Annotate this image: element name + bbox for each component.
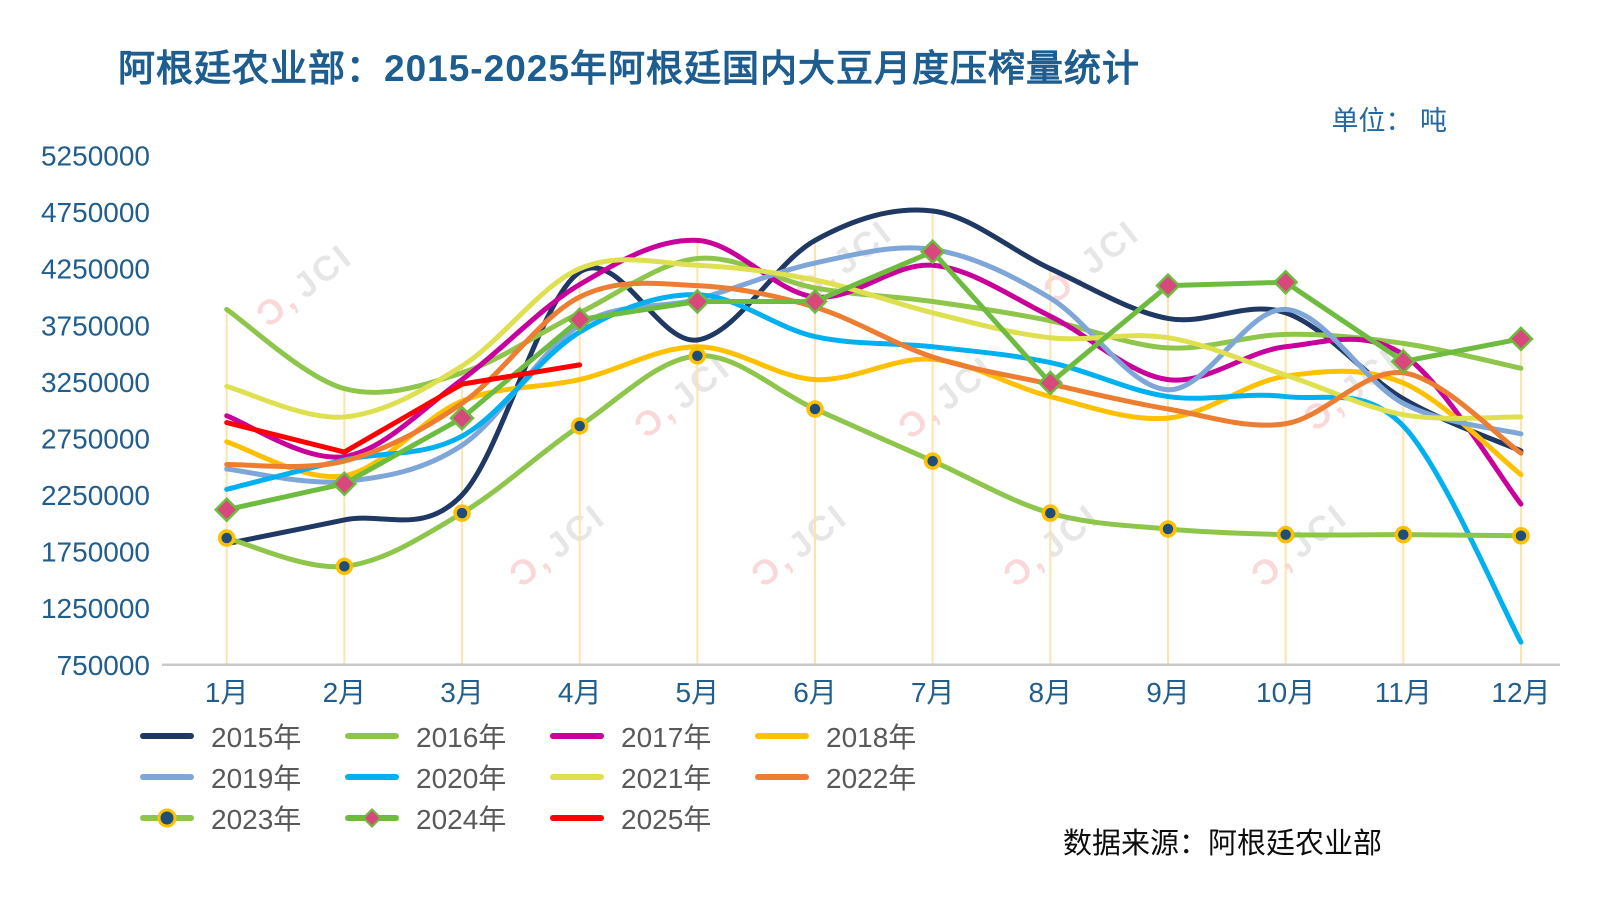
- legend-label: 2016年: [416, 722, 507, 753]
- data-point-diamond-2024年: [1508, 326, 1534, 352]
- data-point-diamond-2024年: [1155, 272, 1181, 299]
- data-point-circle-2023年: [570, 417, 589, 435]
- series-line-2015年: [224, 207, 1524, 547]
- data-point-diamond-2024年: [919, 238, 946, 265]
- legend-item-2025年[interactable]: 2025年: [550, 804, 755, 835]
- data-point-circle-2023年: [1394, 525, 1413, 544]
- legend-line-swatch: [140, 808, 194, 828]
- legend-item-2018年[interactable]: 2018年: [755, 722, 960, 753]
- series-line-2018年: [224, 344, 1524, 480]
- legend-label: 2018年: [826, 722, 917, 753]
- data-point-circle-2023年: [1512, 527, 1530, 545]
- data-point-circle-2023年: [1041, 504, 1060, 522]
- legend-item-2024年[interactable]: 2024年: [345, 804, 550, 835]
- legend-line-swatch: [550, 815, 604, 821]
- legend-label: 2021年: [621, 763, 712, 794]
- series-line-2020年: [224, 292, 1524, 645]
- x-axis-month-label: 8月: [1029, 677, 1073, 708]
- data-point-diamond-2024年: [449, 405, 475, 431]
- source-label: 数据来源：阿根廷农业部: [1063, 828, 1383, 860]
- legend-line-swatch: [345, 774, 399, 780]
- data-point-diamond-2024年: [684, 288, 711, 315]
- series-line-2025年: [224, 362, 583, 455]
- x-axis-month-label: 12月: [1491, 677, 1550, 708]
- x-axis-month-label: 9月: [1146, 677, 1190, 708]
- data-point-circle-2023年: [806, 400, 824, 418]
- y-axis-tick-label: 2250000: [41, 480, 150, 511]
- legend-line-swatch: [550, 733, 604, 739]
- data-point-circle-2023年: [1159, 520, 1177, 538]
- legend-line-swatch: [755, 774, 809, 780]
- data-point-circle-2023年: [217, 529, 236, 547]
- x-axis-month-label: 3月: [440, 677, 484, 708]
- legend-label: 2023年: [211, 804, 302, 835]
- legend-line-swatch: [140, 733, 194, 739]
- y-axis-tick-label: 1250000: [41, 593, 150, 624]
- legend-circle-marker: [157, 808, 177, 828]
- legend-line-swatch: [755, 733, 809, 739]
- x-axis-month-label: 5月: [676, 677, 720, 708]
- y-axis-tick-label: 4750000: [41, 197, 150, 228]
- data-point-diamond-2024年: [331, 470, 358, 497]
- legend-label: 2020年: [416, 763, 507, 794]
- legend-label: 2015年: [211, 722, 302, 753]
- legend-item-2015年[interactable]: 2015年: [140, 722, 345, 753]
- page-title: 阿根廷农业部：2015-2025年阿根廷国内大豆月度压榨量统计: [118, 48, 1140, 89]
- legend-line-swatch: [345, 808, 399, 828]
- data-point-diamond-2024年: [1037, 370, 1064, 396]
- data-point-diamond-2024年: [1390, 348, 1417, 375]
- legend-label: 2017年: [621, 722, 712, 753]
- x-axis-month-label: 6月: [793, 677, 837, 708]
- data-point-circle-2023年: [688, 347, 707, 365]
- data-point-diamond-2024年: [1272, 269, 1299, 296]
- legend-item-2019年[interactable]: 2019年: [140, 763, 345, 794]
- x-axis-month-label: 7月: [911, 677, 955, 708]
- x-axis-month-label: 4月: [558, 677, 602, 708]
- series-line-2024年: [224, 249, 1524, 513]
- series-line-2019年: [224, 245, 1524, 485]
- data-point-diamond-2024年: [802, 288, 828, 315]
- series-line-2021年: [224, 257, 1524, 421]
- data-point-circle-2023年: [453, 504, 471, 522]
- x-axis-month-label: 1月: [205, 677, 249, 708]
- unit-label: 单位： 吨: [1331, 106, 1447, 136]
- chart-legend: 2015年 2016年 2017年 2018年 2019年 2020年 2021年 2022年…: [140, 722, 960, 835]
- legend-label: 2019年: [211, 763, 302, 794]
- legend-line-swatch: [345, 733, 399, 739]
- legend-diamond-marker: [362, 808, 382, 828]
- y-axis-tick-label: 3250000: [41, 367, 150, 398]
- data-point-diamond-2024年: [213, 496, 240, 523]
- data-point-circle-2023年: [335, 557, 354, 576]
- y-axis-tick-label: 5250000: [41, 141, 150, 172]
- legend-item-2016年[interactable]: 2016年: [345, 722, 550, 753]
- legend-item-2023年[interactable]: 2023年: [140, 804, 345, 835]
- y-axis-tick-label: 750000: [57, 650, 150, 681]
- data-point-diamond-2024年: [566, 306, 593, 333]
- legend-item-2020年[interactable]: 2020年: [345, 763, 550, 794]
- legend-label: 2022年: [826, 763, 917, 794]
- x-axis-month-label: 10月: [1256, 677, 1315, 708]
- y-axis-tick-label: 2750000: [41, 423, 150, 454]
- legend-item-2021年[interactable]: 2021年: [550, 763, 755, 794]
- data-point-circle-2023年: [1276, 525, 1295, 544]
- y-axis-tick-label: 4250000: [41, 254, 150, 285]
- y-axis-tick-label: 3750000: [41, 310, 150, 341]
- series-line-2022年: [224, 280, 1524, 469]
- x-axis-month-label: 11月: [1375, 677, 1432, 708]
- x-axis-month-label: 2月: [323, 677, 367, 708]
- legend-line-swatch: [140, 774, 194, 780]
- legend-label: 2025年: [621, 804, 712, 835]
- y-axis-tick-label: 1750000: [41, 537, 150, 568]
- legend-item-2017年[interactable]: 2017年: [550, 722, 755, 753]
- data-point-circle-2023年: [923, 452, 942, 470]
- legend-label: 2024年: [416, 804, 507, 835]
- legend-line-swatch: [550, 774, 604, 780]
- legend-item-2022年[interactable]: 2022年: [755, 763, 960, 794]
